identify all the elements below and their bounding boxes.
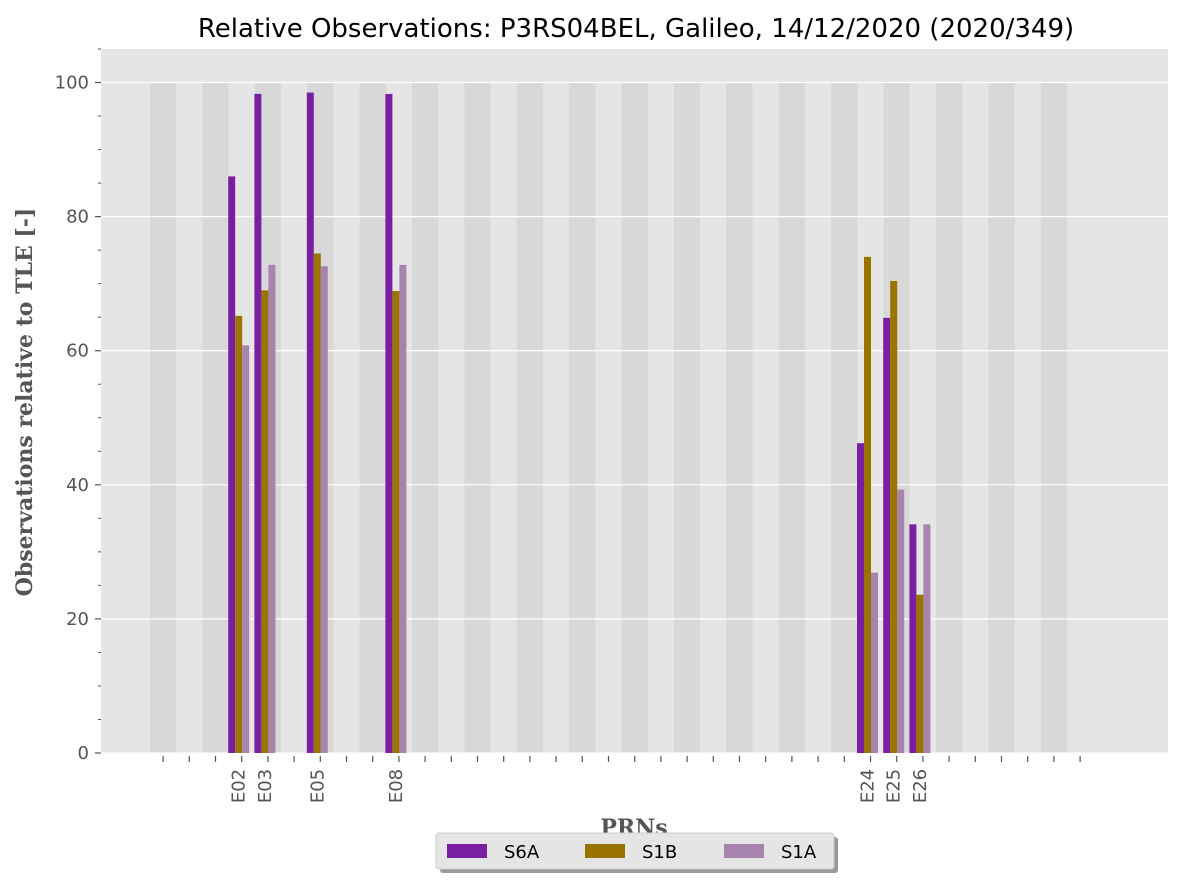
bar-s1a-e26 (923, 524, 931, 753)
bar-s1a-e25 (897, 489, 905, 753)
stripe (150, 82, 177, 754)
bar-s6a-e02 (228, 176, 236, 753)
bar-s6a-e08 (385, 93, 393, 754)
y-tick-label: 20 (66, 609, 89, 630)
legend-box (435, 832, 835, 870)
y-tick-label: 80 (66, 207, 89, 228)
stripe (1040, 82, 1067, 754)
bar-s6a-e25 (883, 317, 891, 753)
stripe (516, 82, 543, 754)
legend-label-s1b: S1B (642, 842, 677, 863)
bar-s1b-e24 (864, 256, 871, 753)
legend-swatch-s1a (724, 844, 764, 858)
legend-label-s1a: S1A (781, 842, 817, 863)
y-tick-label: 60 (66, 341, 89, 362)
bar-s1a-e05 (320, 266, 328, 753)
bar-s1a-e08 (399, 264, 407, 753)
bar-s1a-e03 (268, 264, 276, 753)
y-tick-label: 0 (78, 743, 89, 764)
bar-s6a-e05 (306, 92, 314, 754)
stripe (936, 82, 963, 754)
legend-swatch-s1b (585, 844, 625, 858)
stripe (464, 82, 491, 754)
x-tick-label: E03 (255, 769, 276, 803)
bar-s1a-e24 (871, 572, 878, 753)
stripe (202, 82, 229, 754)
x-tick-label: E08 (386, 769, 407, 803)
stripe (412, 82, 439, 754)
bar-s1b-e25 (890, 280, 898, 753)
x-tick-label: E25 (884, 769, 905, 803)
bar-s1a-e02 (242, 345, 250, 753)
stripe (726, 82, 753, 754)
bar-s1b-e08 (392, 291, 400, 753)
stripe (778, 82, 805, 754)
x-tick-label: E26 (910, 769, 931, 803)
y-tick-label: 100 (55, 73, 89, 94)
legend-label-s6a: S6A (504, 842, 540, 863)
x-tick-label: E02 (229, 769, 250, 803)
legend-swatch-s6a (447, 844, 487, 858)
bar-s1b-e26 (916, 594, 924, 753)
y-tick-label: 40 (66, 475, 89, 496)
stripe (988, 82, 1015, 754)
stripe (569, 82, 596, 754)
stripe (674, 82, 701, 754)
stripe (359, 82, 386, 754)
y-axis-label: Observations relative to TLE [-] (12, 208, 38, 597)
bar-s6a-e03 (254, 93, 262, 754)
chart-title: Relative Observations: P3RS04BEL, Galile… (198, 14, 1074, 44)
bar-s6a-e24 (857, 443, 864, 753)
bar-s1b-e02 (235, 315, 243, 753)
legend: S6A S1B S1A (435, 832, 838, 873)
x-tick-label: E24 (858, 769, 879, 803)
bar-s6a-e26 (909, 524, 917, 753)
bar-s1b-e03 (261, 290, 269, 753)
stripe (621, 82, 648, 754)
stripe (831, 82, 858, 754)
plot-area: 0 20 40 60 80 100 E02 E03 E05 E08 E24 E25 E26 (55, 48, 1168, 803)
x-tick-label: E05 (307, 769, 328, 803)
bar-s1b-e05 (313, 253, 321, 753)
